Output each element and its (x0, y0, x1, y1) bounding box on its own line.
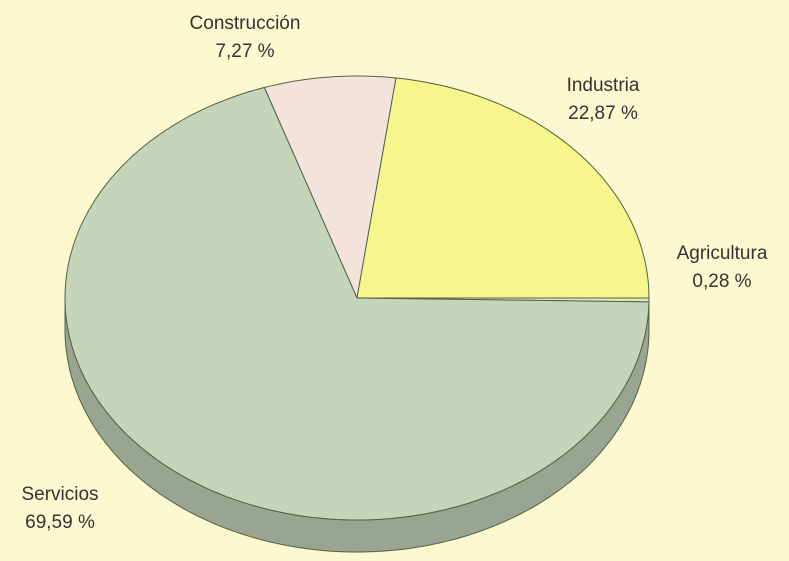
slice-label: Construcción (190, 13, 301, 34)
slice-label: Agricultura (677, 243, 768, 264)
slice-value-label: 7,27 % (215, 41, 274, 62)
slice-value-label: 0,28 % (692, 271, 751, 292)
slice (64, 86, 650, 521)
slice-label: Servicios (21, 484, 98, 505)
slice-label: Industria (567, 75, 640, 96)
labels: Construcción 7,27 % Industria 22,87 % Agricu… (21, 13, 767, 533)
slice (263, 75, 397, 300)
slice-value-label: 69,59 % (25, 512, 95, 533)
slice-value-label: 22,87 % (568, 103, 638, 124)
slice (356, 77, 650, 299)
pie-top (64, 75, 650, 521)
